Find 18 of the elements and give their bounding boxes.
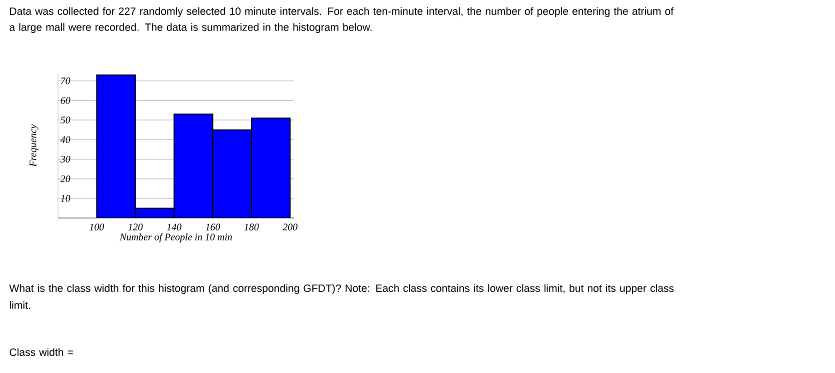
y-tick-label: 20: [60, 175, 70, 182]
x-tick-label: 160: [206, 224, 220, 230]
x-tick-label: 180: [244, 224, 259, 230]
y-tick-label: 30: [60, 156, 70, 163]
x-tick-label: 120: [128, 224, 143, 230]
y-tick-label: 50: [60, 116, 70, 124]
x-tick-label: 140: [166, 224, 182, 230]
text: Class width =: [10, 348, 73, 356]
x-axis-title: Number of People in 10 min: [120, 233, 232, 242]
x-tick-label: 100: [90, 224, 104, 230]
x-tick-label: 200: [282, 224, 298, 230]
y-tick-label: 10: [60, 195, 70, 202]
y-tick-label: 70: [60, 77, 70, 84]
y-tick-label: 40: [60, 136, 70, 143]
y-tick-label: 60: [60, 97, 70, 104]
text: Data was collected for 227 randomly selected 10 minute intervals. For each ten-minute interval, the number of people entering the atrium of a large mall were recorded. The data is summarized in the histogram below.: [10, 7, 674, 33]
y-axis-title: Frequency: [30, 124, 38, 167]
text: What is the class width for this histogram (and corresponding GFDT)? Note: Each class contains its lower class limit, but not its upper class limit.: [9, 284, 674, 309]
